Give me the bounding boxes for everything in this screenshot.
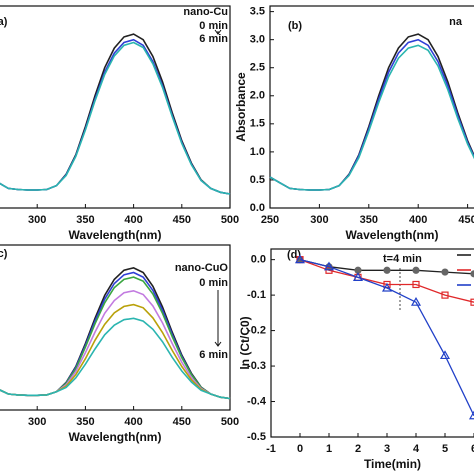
- annotation: nano-Cu: [183, 6, 228, 18]
- point-marker: [468, 410, 474, 420]
- x-tick-label: 350: [360, 214, 378, 226]
- series-line: [269, 38, 474, 191]
- point-marker: [441, 268, 449, 276]
- x-tick-label: 2: [355, 443, 361, 455]
- series-line: [0, 289, 231, 400]
- annotation: 0 min: [199, 277, 228, 289]
- x-tick-label: 300: [28, 214, 46, 226]
- y-tick-label: 1.5: [250, 118, 265, 130]
- x-axis-title: Wavelength(nm): [69, 430, 162, 444]
- x-tick-label: 3: [384, 443, 390, 455]
- x-tick-label: 6: [471, 443, 474, 455]
- series-line: [269, 33, 474, 191]
- x-tick-label: 1: [326, 443, 332, 455]
- point-marker: [352, 272, 364, 281]
- x-tick-label: 400: [409, 214, 427, 226]
- y-tick-label: -0.5: [247, 431, 266, 443]
- panel: 2503003504004505000.00.51.01.52.02.53.03…: [234, 5, 474, 242]
- y-tick-label: 0.0: [251, 254, 266, 266]
- panel-label: (b): [288, 20, 302, 32]
- y-tick-label: 1.0: [250, 146, 265, 158]
- x-tick-label: 500: [221, 214, 239, 226]
- x-tick-label: -1: [266, 443, 276, 455]
- x-tick-label: 300: [310, 214, 328, 226]
- series-line: [0, 303, 231, 400]
- series-line: [0, 41, 231, 195]
- x-tick-label: 500: [221, 416, 239, 428]
- panel-label: (a): [0, 16, 8, 28]
- y-tick-label: -0.2: [247, 324, 266, 336]
- y-tick-label: -0.4: [247, 395, 267, 407]
- plot-frame: [269, 5, 474, 209]
- point-marker: [441, 291, 449, 299]
- x-tick-label: 450: [458, 214, 474, 226]
- point-marker: [412, 280, 420, 289]
- x-tick-label: 5: [442, 443, 448, 455]
- annotation: 6 min: [199, 33, 228, 45]
- time-arrowhead: [214, 341, 222, 347]
- x-tick-label: 400: [124, 214, 142, 226]
- panel: 250300350400450500Wavelength(nm)(a)nano-…: [0, 5, 239, 242]
- plot-frame: [270, 248, 474, 438]
- plot-frame: [0, 5, 231, 209]
- y-axis-title: ln (Ct/C0): [238, 316, 252, 369]
- series-line: [0, 276, 231, 400]
- series-line: [269, 44, 474, 191]
- plot-frame: [0, 244, 231, 411]
- x-tick-label: 450: [173, 416, 191, 428]
- y-tick-label: -0.1: [247, 289, 266, 301]
- x-tick-label: 450: [173, 214, 191, 226]
- x-tick-label: 350: [76, 214, 94, 226]
- annotation: na: [449, 16, 463, 28]
- y-axis-title: Absorbance: [234, 72, 248, 142]
- series-line: [0, 317, 231, 400]
- annotation: 6 min: [199, 349, 228, 361]
- point-marker: [470, 270, 474, 278]
- y-tick-label: 2.5: [250, 62, 265, 74]
- panel-label: (c): [0, 248, 8, 260]
- x-tick-label: 300: [28, 416, 46, 428]
- y-tick-label: 0.5: [250, 174, 265, 186]
- point-marker: [323, 261, 335, 271]
- time-arrowhead: [214, 29, 222, 35]
- annotation: 0 min: [199, 20, 228, 32]
- y-tick-label: 0.0: [250, 202, 265, 214]
- annotation: nano-CuO: [175, 262, 229, 274]
- x-tick-label: 250: [261, 214, 279, 226]
- x-tick-label: 350: [76, 416, 94, 428]
- point-marker: [439, 350, 451, 360]
- point-marker: [410, 296, 422, 306]
- panel: 250300350400450500Wavelength(nm)(c)nano-…: [0, 244, 239, 444]
- x-axis-title: Wavelength(nm): [69, 228, 162, 242]
- x-axis-title: Wavelength(nm): [346, 228, 439, 242]
- x-tick-label: 400: [124, 416, 142, 428]
- panel: -1012345670.0-0.1-0.2-0.3-0.4-0.5Time(mi…: [238, 248, 474, 471]
- point-marker: [412, 266, 420, 274]
- y-tick-label: 2.0: [250, 90, 265, 102]
- x-tick-label: 0: [297, 443, 303, 455]
- point-marker: [470, 298, 474, 306]
- y-tick-label: 3.5: [250, 6, 265, 18]
- series-line: [299, 258, 474, 416]
- point-marker: [383, 266, 391, 274]
- point-marker: [294, 254, 306, 264]
- point-marker: [381, 282, 393, 292]
- y-tick-label: 3.0: [250, 34, 265, 46]
- y-tick-label: -0.3: [247, 360, 266, 372]
- annotation: t=4 min: [383, 253, 422, 265]
- x-tick-label: 4: [413, 443, 420, 455]
- x-axis-title: Time(min): [364, 457, 421, 471]
